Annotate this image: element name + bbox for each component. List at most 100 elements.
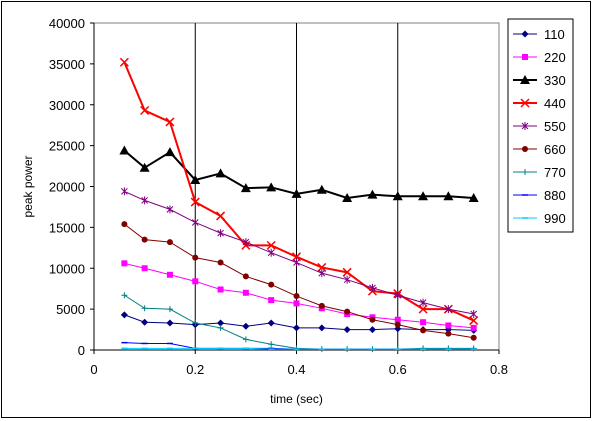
- data-point: [522, 54, 528, 60]
- data-point: [192, 254, 199, 261]
- data-point: [419, 298, 427, 307]
- data-point: [293, 345, 300, 352]
- data-point: [240, 183, 251, 193]
- data-point: [217, 324, 224, 331]
- data-point: [139, 162, 150, 172]
- data-point: [121, 260, 128, 267]
- data-point: [394, 321, 401, 328]
- series-550: [121, 187, 478, 319]
- data-point: [215, 168, 226, 178]
- legend-item: 880: [513, 188, 566, 203]
- data-point: [121, 292, 128, 299]
- legend-item: 660: [513, 142, 566, 157]
- data-point: [392, 191, 403, 201]
- data-point: [119, 145, 130, 155]
- data-point: [166, 306, 173, 313]
- data-point: [342, 192, 353, 202]
- data-point: [470, 345, 477, 352]
- data-point: [266, 240, 276, 250]
- y-tick-label: 35000: [49, 57, 85, 72]
- data-point: [190, 174, 201, 184]
- y-tick-label: 5000: [56, 302, 85, 317]
- data-point: [242, 336, 249, 343]
- data-point: [420, 319, 427, 326]
- data-point: [343, 326, 351, 334]
- data-point: [141, 305, 148, 312]
- x-tick-label: 0.4: [287, 362, 305, 377]
- legend-label: 110: [544, 27, 565, 42]
- data-point: [369, 283, 376, 292]
- data-point: [242, 322, 250, 330]
- data-point: [445, 305, 452, 314]
- data-point: [268, 297, 275, 304]
- legend-label: 550: [544, 119, 566, 134]
- legend: 110 220 330 440 550 660 770 880 990: [507, 18, 574, 233]
- legend-item: 770: [513, 165, 566, 180]
- data-point: [343, 275, 351, 284]
- data-point: [268, 281, 275, 288]
- y-tick-label: 20000: [49, 180, 85, 195]
- data-point: [164, 147, 175, 157]
- y-axis-title: peak power: [21, 155, 35, 217]
- data-point: [318, 269, 326, 278]
- x-tick-label: 0.2: [186, 362, 204, 377]
- x-tick-label: 0.6: [389, 362, 407, 377]
- legend-label: 990: [544, 211, 566, 226]
- data-point: [520, 75, 530, 84]
- data-point: [420, 327, 427, 334]
- data-point: [267, 248, 275, 257]
- data-point: [192, 320, 199, 327]
- data-point: [242, 238, 250, 247]
- data-point: [418, 304, 428, 314]
- legend-label: 880: [544, 188, 566, 203]
- data-point: [266, 182, 277, 192]
- data-point: [418, 191, 429, 201]
- data-point: [293, 293, 300, 300]
- legend-item: 990: [513, 211, 566, 226]
- data-point: [120, 311, 128, 319]
- data-point: [470, 334, 477, 341]
- data-point: [468, 192, 479, 202]
- x-tick-label: 0.8: [490, 362, 508, 377]
- data-point: [217, 286, 224, 293]
- legend-label: 220: [544, 50, 566, 65]
- y-tick-label: 15000: [49, 220, 85, 235]
- data-point: [119, 57, 129, 67]
- data-point: [369, 316, 376, 323]
- data-point: [368, 326, 376, 334]
- data-point: [268, 341, 275, 348]
- series-330: [119, 145, 479, 202]
- data-point: [521, 122, 529, 130]
- data-point: [420, 345, 427, 352]
- x-tick-label: 0: [90, 362, 97, 377]
- legend-label: 330: [544, 73, 566, 88]
- data-point: [216, 211, 226, 221]
- data-point: [166, 205, 174, 214]
- data-point: [121, 221, 128, 228]
- data-point: [267, 319, 275, 327]
- data-point: [242, 273, 249, 280]
- data-point: [443, 191, 454, 201]
- data-point: [470, 310, 478, 319]
- data-point: [394, 316, 401, 323]
- data-point: [217, 319, 225, 327]
- data-point: [318, 302, 325, 309]
- data-point: [217, 229, 224, 238]
- legend-label: 770: [544, 165, 566, 180]
- legend-item: 330: [513, 73, 566, 88]
- data-series: [119, 57, 479, 353]
- data-point: [141, 318, 149, 326]
- legend-item: 110: [513, 27, 565, 42]
- data-point: [242, 289, 249, 296]
- data-point: [318, 324, 326, 332]
- data-point: [140, 105, 150, 116]
- data-point: [293, 324, 300, 332]
- data-point: [166, 239, 173, 246]
- y-tick-label: 30000: [49, 98, 85, 113]
- y-tick-label: 40000: [49, 16, 85, 31]
- data-point: [470, 324, 477, 331]
- data-point: [165, 117, 175, 127]
- data-point: [342, 267, 352, 277]
- legend-item: 440: [513, 96, 566, 111]
- data-point: [521, 30, 529, 38]
